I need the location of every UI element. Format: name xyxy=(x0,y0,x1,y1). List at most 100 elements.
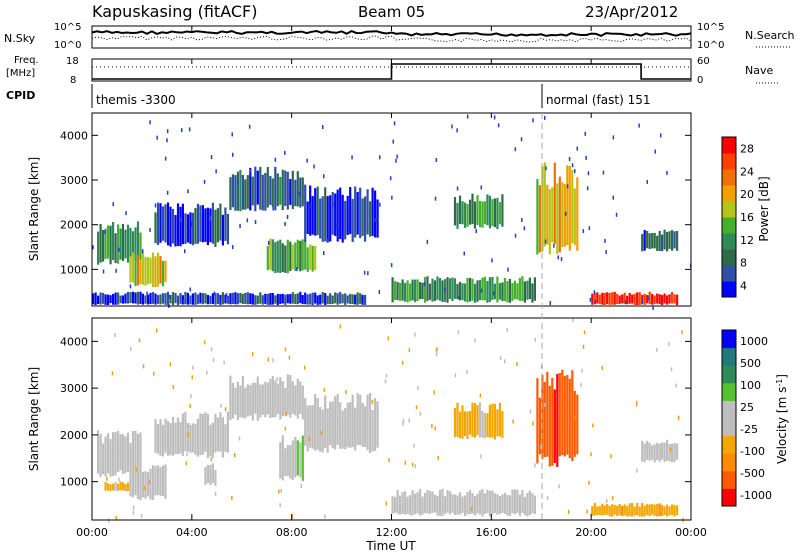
echo-cell xyxy=(626,505,629,517)
cpid-label: CPID xyxy=(6,89,35,102)
echo-speck xyxy=(635,400,638,405)
echo-cell xyxy=(236,293,239,305)
echo-cell xyxy=(476,195,479,225)
echo-cell xyxy=(661,234,664,252)
colorbar-swatch xyxy=(722,435,736,454)
echo-cell xyxy=(643,505,646,517)
echo-cell xyxy=(658,230,661,252)
echo-speck xyxy=(114,333,116,337)
echo-speck xyxy=(580,383,582,388)
power-y-label: Slant Range [km] xyxy=(27,157,41,261)
echo-speck xyxy=(480,288,483,293)
echo-cell xyxy=(117,292,120,305)
echo-cell xyxy=(641,440,644,462)
echo-speck xyxy=(363,270,366,275)
echo-cell xyxy=(501,494,504,513)
echo-cell xyxy=(453,408,457,438)
echo-cell xyxy=(244,292,247,304)
echo-speck xyxy=(545,166,547,171)
echo-cell xyxy=(591,293,594,305)
echo-cell xyxy=(204,467,207,485)
echo-speck xyxy=(669,447,672,452)
echo-speck xyxy=(108,518,110,523)
echo-cell xyxy=(309,293,312,305)
echo-region xyxy=(97,221,142,265)
power-colorbar: 28 24 20 16 12 8 4 xyxy=(721,136,754,298)
echo-cell xyxy=(481,277,484,301)
echo-cell xyxy=(126,432,130,472)
power-heatmap xyxy=(92,114,692,310)
echo-cell xyxy=(661,505,664,517)
echo-cell xyxy=(304,398,307,446)
echo-cell xyxy=(553,162,556,244)
echo-cell xyxy=(498,202,501,225)
echo-speck xyxy=(585,155,587,160)
echo-speck xyxy=(210,347,213,352)
echo-cell xyxy=(556,373,559,467)
echo-cell xyxy=(309,405,312,448)
echo-speck xyxy=(540,444,542,449)
echo-cell xyxy=(216,208,219,243)
echo-cell xyxy=(189,425,192,453)
echo-speck xyxy=(504,359,506,364)
echo-cell xyxy=(671,504,674,515)
echo-speck xyxy=(480,454,482,459)
echo-cell xyxy=(239,169,242,212)
echo-cell xyxy=(613,504,616,515)
echo-speck xyxy=(426,239,429,244)
echo-speck xyxy=(166,138,168,143)
echo-cell xyxy=(401,279,404,301)
echo-cell xyxy=(161,260,165,287)
echo-cell xyxy=(406,280,409,303)
echo-cell xyxy=(341,294,344,304)
echo-cell xyxy=(456,283,459,300)
cpid-segment-1: themis -3300 xyxy=(96,93,176,107)
echo-cell xyxy=(371,187,374,236)
y-tick-label: 2000 xyxy=(60,429,88,442)
echo-cell xyxy=(112,483,115,491)
echo-speck xyxy=(215,169,217,174)
echo-cell xyxy=(409,495,412,515)
echo-cell xyxy=(341,194,344,243)
echo-cell xyxy=(656,293,659,304)
echo-cell xyxy=(601,292,604,305)
echo-cell xyxy=(271,239,274,272)
echo-cell xyxy=(656,235,659,251)
echo-cell xyxy=(626,295,629,305)
echo-speck xyxy=(374,218,376,222)
echo-cell xyxy=(523,281,526,303)
echo-cell xyxy=(279,294,282,304)
echo-speck xyxy=(582,229,585,234)
echo-cell xyxy=(329,195,332,242)
echo-cell xyxy=(107,294,110,305)
echo-speck xyxy=(220,403,222,408)
echo-cell xyxy=(471,193,474,225)
echo-cell xyxy=(181,413,184,456)
echo-cell xyxy=(666,439,669,461)
echo-cell xyxy=(431,491,434,513)
echo-speck xyxy=(499,355,502,360)
freq-tick-high: 18 xyxy=(66,56,79,67)
nsearch-label: N.Search xyxy=(745,29,795,42)
colorbar-swatch xyxy=(722,347,736,366)
colorbar-swatch xyxy=(722,201,736,218)
echo-cell xyxy=(176,295,180,306)
echo-cell xyxy=(299,177,302,208)
echo-cell xyxy=(224,424,227,452)
echo-speck xyxy=(188,127,191,132)
echo-cell xyxy=(676,505,679,515)
echo-speck xyxy=(392,139,394,144)
echo-cell xyxy=(296,239,299,269)
echo-cell xyxy=(668,231,671,249)
echo-cell xyxy=(531,493,534,514)
echo-speck xyxy=(582,344,585,349)
echo-cell xyxy=(404,282,407,302)
echo-region xyxy=(266,238,317,274)
echo-cell xyxy=(666,504,669,517)
echo-cell xyxy=(286,374,289,415)
echo-speck xyxy=(254,220,257,224)
echo-speck xyxy=(210,457,213,462)
echo-cell xyxy=(314,188,317,236)
echo-cell xyxy=(194,208,197,244)
echo-cell xyxy=(441,280,444,302)
